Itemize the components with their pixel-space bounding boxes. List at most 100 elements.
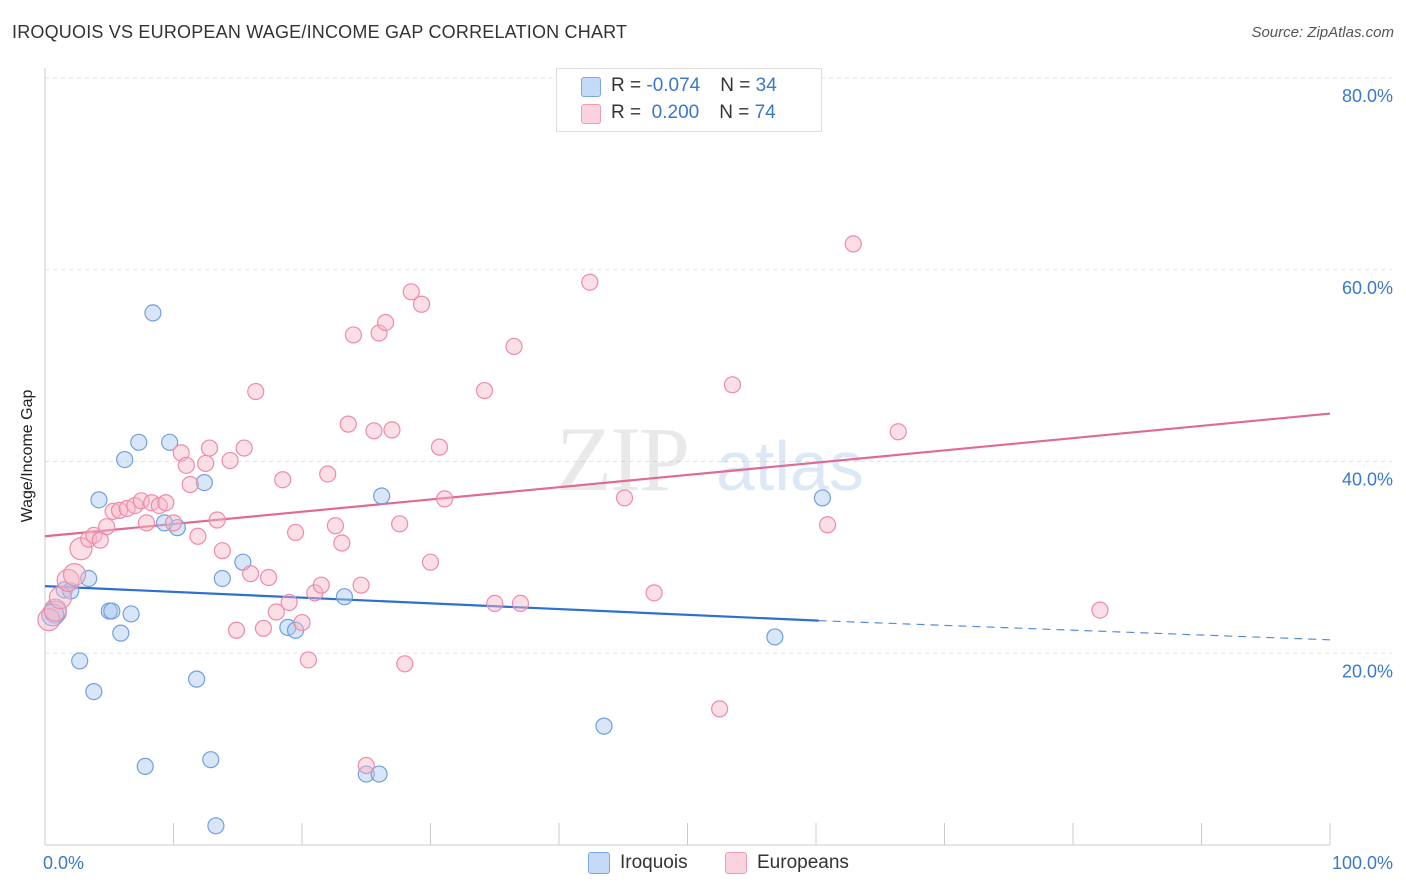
data-point-europeans — [511, 594, 530, 612]
data-point-europeans — [396, 655, 414, 673]
source-label: Source: ZipAtlas.com — [1251, 24, 1394, 41]
data-point-iroquois — [90, 491, 108, 509]
data-point-europeans — [189, 527, 207, 545]
data-point-europeans — [200, 439, 219, 457]
data-point-europeans — [365, 422, 383, 440]
data-point-europeans — [208, 511, 226, 529]
trend-lines — [44, 412, 1331, 641]
data-point-europeans — [844, 235, 862, 253]
data-point-iroquois — [80, 569, 98, 588]
trend-line-iroquois — [44, 585, 819, 622]
data-point-europeans — [98, 518, 116, 536]
data-point-europeans — [221, 451, 239, 470]
data-point-europeans — [1091, 601, 1109, 619]
data-point-europeans — [376, 313, 395, 332]
data-point-europeans — [412, 295, 431, 313]
data-point-europeans — [267, 603, 285, 621]
data-point-europeans — [43, 598, 67, 622]
data-point-europeans — [370, 324, 388, 342]
data-point-europeans — [104, 502, 122, 520]
data-point-iroquois — [188, 670, 206, 688]
data-point-europeans — [227, 621, 246, 639]
chart-title: IROQUOIS VS EUROPEAN WAGE/INCOME GAP COR… — [12, 22, 628, 42]
series-europeans — [37, 235, 1109, 775]
data-point-iroquois — [766, 628, 784, 646]
data-point-europeans — [235, 439, 253, 457]
watermark-zip: ZIP — [556, 408, 688, 510]
data-point-europeans — [280, 593, 298, 612]
bottom-legend-label-europeans: Europeans — [757, 852, 849, 873]
stats-legend: R = -0.074 N = 34 R = 0.200 N = 74 — [556, 68, 822, 132]
data-point-iroquois — [335, 588, 354, 606]
data-point-europeans — [357, 756, 375, 775]
data-point-europeans — [645, 584, 663, 602]
data-point-europeans — [818, 516, 837, 534]
data-point-iroquois — [373, 487, 391, 505]
data-point-europeans — [197, 454, 215, 473]
data-point-europeans — [430, 438, 449, 456]
data-point-iroquois — [112, 624, 130, 642]
data-point-iroquois — [370, 765, 388, 783]
data-point-europeans — [436, 490, 454, 508]
data-point-iroquois — [103, 602, 121, 620]
y-tick-label: 20.0% — [1342, 661, 1393, 681]
data-point-iroquois — [213, 569, 231, 588]
data-point-europeans — [181, 475, 199, 494]
legend-text-iroquois: R = -0.074 N = 34 — [611, 75, 777, 96]
data-point-europeans — [383, 421, 401, 439]
x-tick-label: 0.0% — [43, 853, 84, 873]
data-point-iroquois — [144, 304, 162, 322]
data-point-europeans — [581, 273, 599, 291]
axes — [44, 68, 1331, 846]
data-point-europeans — [254, 619, 273, 637]
data-point-europeans — [723, 376, 742, 394]
trend-line-extension-iroquois — [818, 620, 1331, 641]
data-point-europeans — [711, 700, 729, 718]
data-point-europeans — [421, 553, 440, 571]
data-point-europeans — [319, 465, 337, 483]
data-point-europeans — [137, 514, 156, 532]
data-point-iroquois — [202, 751, 220, 769]
data-point-iroquois — [595, 717, 613, 735]
data-point-europeans — [391, 515, 409, 533]
data-point-iroquois — [85, 682, 103, 701]
trend-line-europeans — [44, 412, 1331, 538]
data-point-europeans — [213, 542, 231, 560]
y-axis-label: Wage/Income Gap — [19, 389, 36, 523]
data-point-europeans — [286, 523, 305, 542]
data-point-europeans — [177, 456, 195, 474]
data-point-iroquois — [130, 433, 148, 451]
data-point-europeans — [475, 381, 494, 400]
data-point-iroquois — [813, 489, 832, 507]
data-point-iroquois — [195, 473, 213, 492]
tick-labels: 20.0% 40.0% 60.0% 80.0% 0.0% 100.0% — [43, 86, 1393, 873]
data-point-europeans — [62, 563, 87, 587]
data-point-europeans — [164, 514, 183, 532]
legend-swatch-europeans — [581, 104, 601, 124]
data-point-europeans — [242, 565, 260, 583]
data-point-europeans — [615, 489, 634, 507]
data-point-europeans — [889, 423, 907, 441]
data-point-europeans — [299, 651, 318, 669]
data-point-europeans — [352, 576, 370, 594]
series-iroquois — [41, 304, 832, 835]
y-tick-label: 80.0% — [1342, 86, 1393, 106]
data-point-europeans — [339, 415, 357, 433]
data-point-iroquois — [71, 652, 89, 670]
data-point-europeans — [312, 576, 330, 594]
data-point-europeans — [402, 283, 420, 301]
data-point-europeans — [132, 492, 150, 510]
data-point-iroquois — [136, 757, 154, 775]
data-point-iroquois — [357, 765, 375, 783]
data-point-europeans — [326, 517, 345, 535]
bottom-legend-swatch-iroquois — [588, 852, 610, 874]
legend-swatch-iroquois — [581, 77, 601, 97]
data-point-iroquois — [161, 433, 179, 451]
x-tick-label: 100.0% — [1332, 853, 1393, 873]
data-point-europeans — [157, 494, 175, 512]
bottom-legend-label-iroquois: Iroquois — [620, 852, 688, 873]
legend-text-europeans: R = 0.200 N = 74 — [611, 102, 776, 123]
data-point-europeans — [274, 471, 292, 489]
data-point-iroquois — [207, 817, 225, 835]
bottom-legend-swatch-europeans — [725, 852, 747, 874]
